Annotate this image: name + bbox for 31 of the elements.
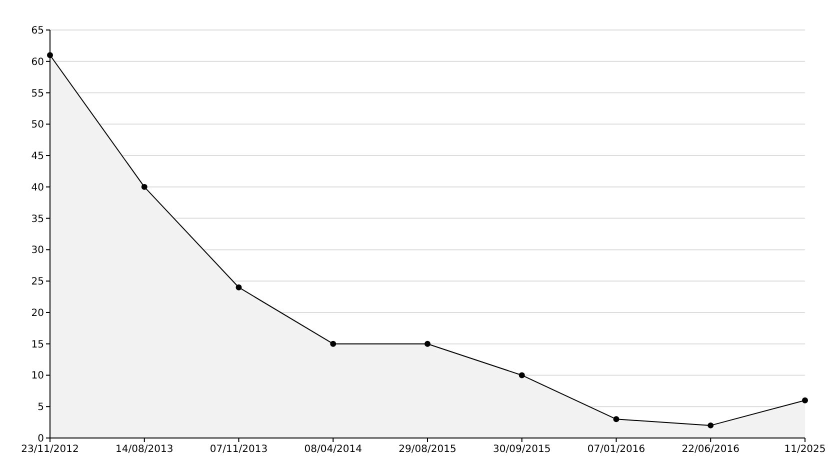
- x-tick-label: 07/11/2013: [210, 444, 268, 455]
- y-tick-label: 45: [31, 151, 44, 162]
- y-tick-label: 40: [31, 182, 44, 194]
- x-tick-label: 22/06/2016: [682, 444, 740, 455]
- point: [802, 397, 808, 404]
- y-tick-label: 55: [31, 88, 44, 100]
- point: [330, 340, 336, 347]
- y-tick-label: 50: [31, 120, 44, 131]
- y-tick-label: 10: [31, 370, 44, 382]
- x-tick-label: 07/01/2016: [587, 444, 646, 455]
- x-tick-label: 11/2025: [784, 444, 826, 455]
- point: [236, 284, 242, 290]
- point: [518, 372, 525, 378]
- x-tick-label: 29/08/2015: [398, 444, 456, 455]
- y-tick-label: 25: [31, 276, 44, 288]
- x-tick-label: 23/11/2012: [21, 444, 79, 455]
- y-tick-label: 60: [31, 56, 44, 68]
- y-tick-label: 15: [31, 339, 44, 350]
- x-tick-label: 30/09/2015: [493, 444, 551, 455]
- y-tick-label: 65: [31, 26, 44, 36]
- y-tick-label: 35: [31, 214, 44, 225]
- x-tick-label: 14/08/2013: [116, 444, 174, 455]
- point: [141, 184, 148, 190]
- point: [613, 416, 620, 422]
- point: [708, 422, 714, 428]
- x-tick-label: 08/04/2014: [304, 444, 362, 455]
- point: [424, 340, 430, 347]
- y-tick-label: 5: [38, 402, 44, 414]
- y-tick-label: 0: [38, 434, 44, 444]
- y-tick-label: 30: [31, 245, 44, 256]
- y-tick-label: 20: [31, 308, 44, 319]
